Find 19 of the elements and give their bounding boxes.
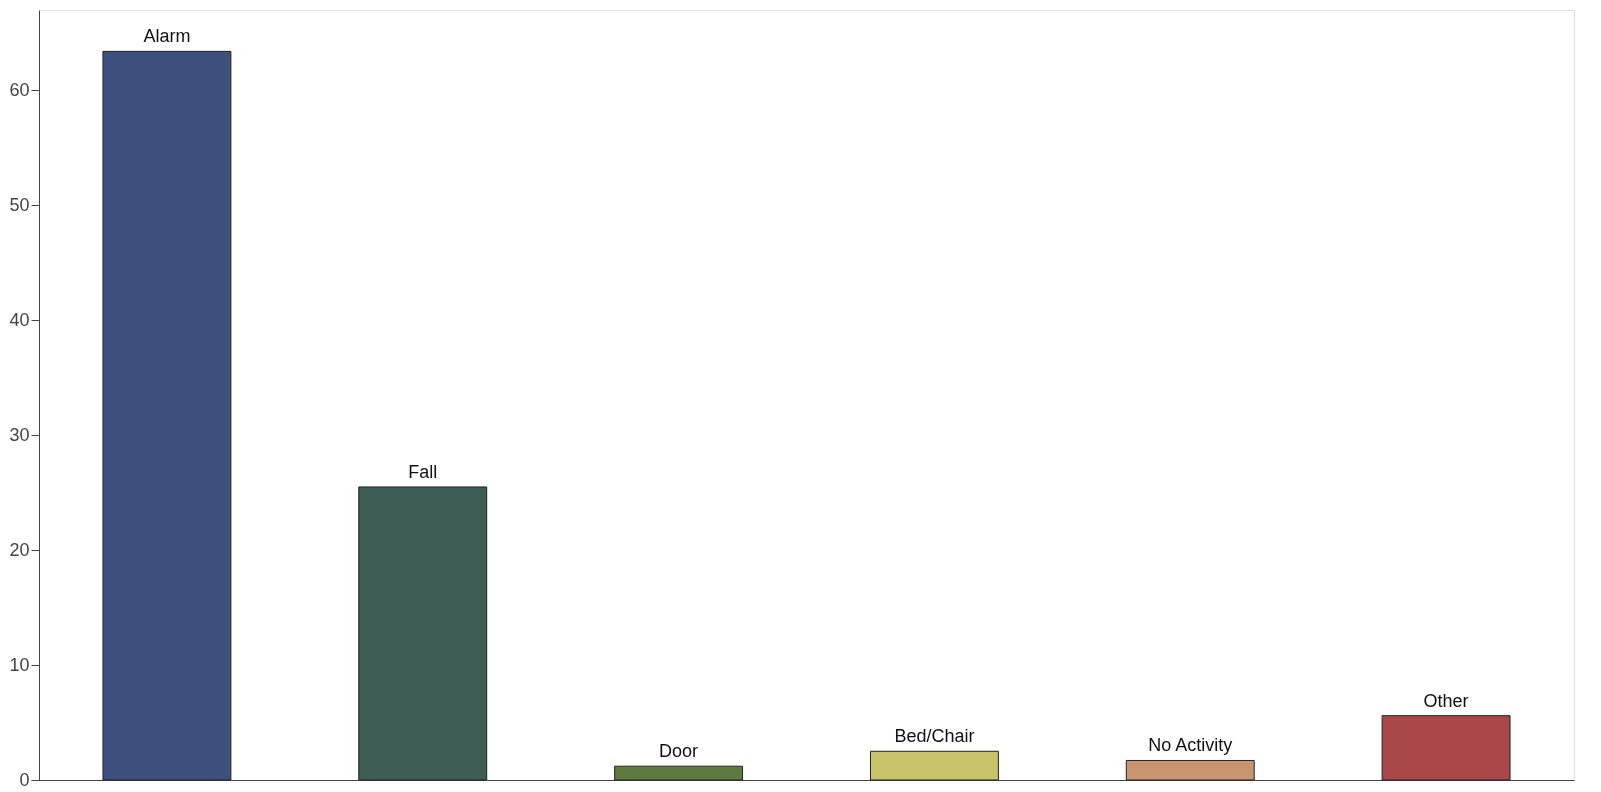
y-tick-label: 40 [9,309,30,330]
bar [102,50,232,781]
x-tick-label: Other [1423,690,1469,711]
y-tick-label: 60 [9,79,30,100]
bar [869,750,999,781]
x-tick-label: Alarm [143,26,191,47]
bar [614,765,744,781]
y-tick-label: 10 [9,654,30,675]
y-tick-label: 0 [19,769,30,790]
y-tick-label: 30 [9,424,30,445]
y-tick-label: 20 [9,539,30,560]
x-tick-label: Fall [408,461,438,482]
y-tick-label: 50 [9,194,30,215]
bar [358,486,488,781]
bar [1125,759,1255,781]
x-tick-label: No Activity [1148,735,1233,756]
bar [1381,715,1511,781]
x-tick-label: Door [659,741,699,762]
x-tick-label: Bed/Chair [894,726,975,747]
